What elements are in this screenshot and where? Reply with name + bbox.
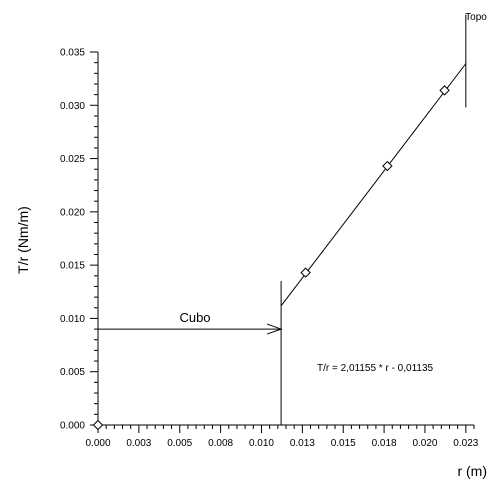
data-point-diamond — [300, 267, 311, 278]
y-tick-label: 0.015 — [60, 261, 85, 272]
fit-line-group — [280, 63, 467, 307]
x-tick-label: 0.018 — [372, 438, 397, 449]
y-axis-ticks: 0.000 0.005 0.010 0.015 0.020 0.025 0.030 0.035 — [60, 48, 98, 432]
y-tick-label: 0.010 — [60, 314, 85, 325]
x-tick-label: 0.023 — [453, 438, 478, 449]
annotations — [98, 14, 467, 425]
x-tick-label: 0.010 — [249, 438, 274, 449]
data-points — [92, 85, 450, 431]
y-tick-label: 0.005 — [60, 367, 85, 378]
x-tick-label: 0.005 — [167, 438, 192, 449]
data-point-diamond — [439, 85, 450, 96]
x-tick-label: 0.020 — [412, 438, 437, 449]
data-point-diamond — [382, 160, 393, 172]
tip-label: Topo — [465, 12, 487, 23]
y-axis-title: T/r (Nm/m) — [15, 206, 31, 274]
y-tick-label: 0.035 — [60, 48, 85, 59]
hub-arrow-head — [266, 323, 283, 335]
y-tick-label: 0.000 — [60, 421, 85, 432]
y-tick-label: 0.025 — [60, 154, 85, 165]
y-tick-label: 0.020 — [60, 207, 85, 218]
x-axis-ticks: 0.000 0.003 0.005 0.008 0.010 0.013 0.015 0.018… — [85, 425, 479, 449]
x-axis-title: r (m) — [457, 463, 487, 479]
x-tick-label: 0.015 — [331, 438, 356, 449]
hub-label: Cubo — [179, 310, 210, 325]
y-tick-label: 0.030 — [60, 101, 85, 112]
x-tick-label: 0.000 — [85, 438, 110, 449]
x-tick-label: 0.013 — [290, 438, 315, 449]
x-tick-label: 0.008 — [208, 438, 233, 449]
fit-line — [280, 63, 467, 307]
data-point-diamond — [92, 419, 104, 431]
x-tick-label: 0.003 — [126, 438, 151, 449]
fit-equation-label: T/r = 2,01155 * r - 0,01135 — [317, 363, 434, 374]
